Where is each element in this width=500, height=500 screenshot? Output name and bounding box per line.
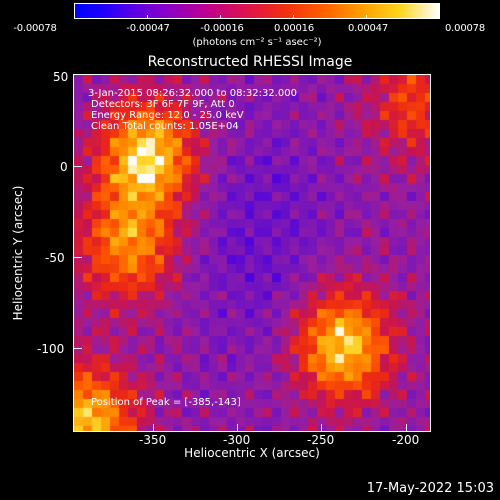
energy-range-annotation: Energy Range: 12.0 - 25.0 keV <box>91 110 244 121</box>
colorbar-tick <box>74 15 75 19</box>
colorbar-tick-label: 0.00016 <box>274 23 314 34</box>
x-axis-tick <box>153 424 154 432</box>
x-axis-tick-label: -250 <box>307 433 335 447</box>
plot-title: Reconstructed RHESSI Image <box>147 54 353 70</box>
detectors-annotation: Detectors: 3F 6F 7F 9F, Att 0 <box>91 99 235 110</box>
image-plot-area: 3-Jan-2015 08:26:32.000 to 08:32:32.000 … <box>73 74 431 432</box>
colorbar-tick <box>293 15 294 19</box>
y-axis-tick-label: -50 <box>45 251 65 265</box>
x-axis-tick <box>406 424 407 432</box>
time-range-annotation: 3-Jan-2015 08:26:32.000 to 08:32:32.000 <box>88 88 297 99</box>
y-axis-tick-label: 50 <box>53 70 69 84</box>
y-axis-title: Heliocentric Y (arcsec) <box>11 185 25 321</box>
colorbar-tick <box>147 15 148 19</box>
colorbar-tick-label: 0.00078 <box>445 23 485 34</box>
x-axis-tick-label: -300 <box>223 433 251 447</box>
colorbar <box>74 3 440 19</box>
x-axis-tick-label: -200 <box>392 433 420 447</box>
peak-position-annotation: Position of Peak = [-385,-143] <box>91 397 241 408</box>
x-axis-tick-label: -350 <box>139 433 167 447</box>
y-axis-tick-label: 0 <box>60 160 68 174</box>
x-axis-title: Heliocentric X (arcsec) <box>184 446 320 460</box>
colorbar-tick <box>220 15 221 19</box>
x-axis-tick <box>237 424 238 432</box>
colorbar-tick-label: -0.00047 <box>126 23 170 34</box>
y-axis-tick <box>74 257 82 258</box>
y-axis-tick-label: -100 <box>37 342 65 356</box>
colorbar-tick <box>439 15 440 19</box>
y-axis-tick <box>74 166 82 167</box>
x-axis-tick <box>321 424 322 432</box>
generation-timestamp: 17-May-2022 15:03 <box>366 481 494 496</box>
colorbar-tick-label: -0.00078 <box>13 23 57 34</box>
colorbar-tick-label: -0.00016 <box>200 23 244 34</box>
y-axis-tick <box>74 348 82 349</box>
colorbar-units: (photons cm⁻² s⁻¹ asec⁻²) <box>192 37 322 48</box>
colorbar-tick <box>366 15 367 19</box>
flux-heatmap <box>74 75 430 431</box>
method-counts-annotation: Clean Total counts: 1.05E+04 <box>91 121 239 132</box>
colorbar-tick-label: 0.00047 <box>348 23 388 34</box>
